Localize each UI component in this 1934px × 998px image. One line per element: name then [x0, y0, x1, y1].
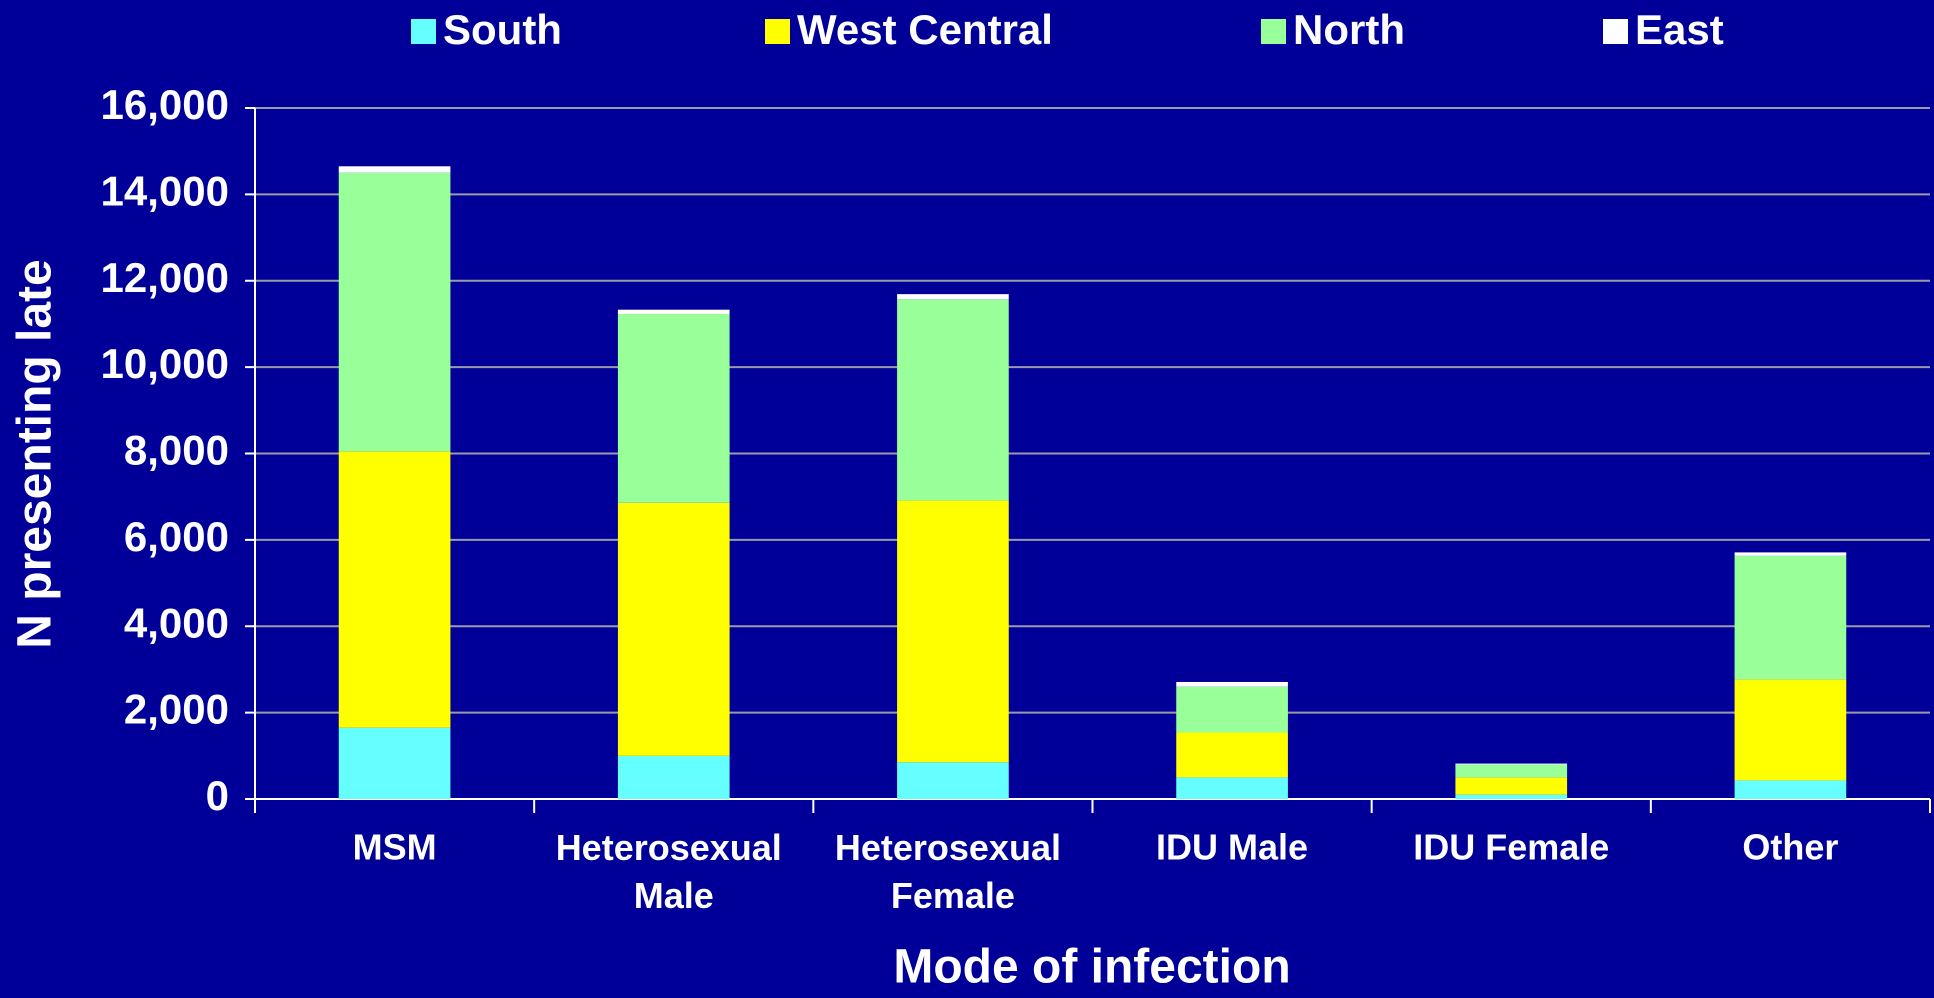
- y-tick-label: 2,000: [124, 686, 229, 733]
- bar-segment: [1455, 764, 1568, 778]
- bar-segment: [1734, 679, 1847, 781]
- bar-segment: [897, 299, 1009, 501]
- bar-segment: [617, 755, 730, 799]
- bar-segment: [338, 172, 451, 452]
- legend-label: North: [1293, 6, 1405, 53]
- bar-segment: [338, 166, 451, 173]
- legend-label: East: [1635, 6, 1724, 53]
- y-tick-label: 16,000: [101, 81, 229, 128]
- legend-swatch: [1603, 19, 1628, 44]
- x-tick-label: Heterosexual Female: [835, 827, 1071, 916]
- bar-segment: [897, 762, 1009, 799]
- y-tick-label: 14,000: [101, 167, 229, 214]
- x-tick-label: MSM: [353, 827, 437, 868]
- y-tick-label: 10,000: [101, 340, 229, 387]
- x-tick-label: IDU Female: [1413, 827, 1609, 868]
- bar-segment: [897, 500, 1009, 763]
- bar-segment: [1176, 732, 1288, 778]
- bar-segment: [1176, 681, 1288, 687]
- legend-swatch: [765, 19, 790, 44]
- y-tick-label: 4,000: [124, 599, 229, 646]
- bar-segment: [338, 451, 451, 728]
- bar-segment: [1455, 794, 1568, 799]
- legend-label: South: [443, 6, 562, 53]
- x-tick-label: Heterosexual Male: [556, 827, 792, 916]
- bar-segment: [1455, 777, 1568, 795]
- bar-segment: [1455, 763, 1568, 765]
- bar-segment: [617, 309, 730, 315]
- bar-segment: [1734, 555, 1847, 680]
- bar-segment: [1734, 780, 1847, 799]
- legend-swatch: [411, 19, 436, 44]
- x-tick-label: IDU Male: [1156, 827, 1308, 868]
- x-tick-label: Other: [1742, 827, 1838, 868]
- bar-segment: [897, 294, 1009, 300]
- y-tick-label: 12,000: [101, 254, 229, 301]
- bar-segment: [1734, 552, 1847, 556]
- x-axis-title: Mode of infection: [893, 941, 1290, 994]
- y-axis-title: N presenting late: [9, 259, 62, 648]
- legend-label: West Central: [797, 6, 1053, 53]
- y-tick-label: 6,000: [124, 513, 229, 560]
- bar-segment: [1176, 777, 1288, 799]
- y-tick-label: 0: [206, 772, 229, 819]
- legend-swatch: [1261, 19, 1286, 44]
- bar-segment: [617, 314, 730, 503]
- bar-segment: [338, 727, 451, 799]
- bar-segment: [1176, 686, 1288, 733]
- y-tick-label: 8,000: [124, 427, 229, 474]
- bar-segment: [617, 502, 730, 756]
